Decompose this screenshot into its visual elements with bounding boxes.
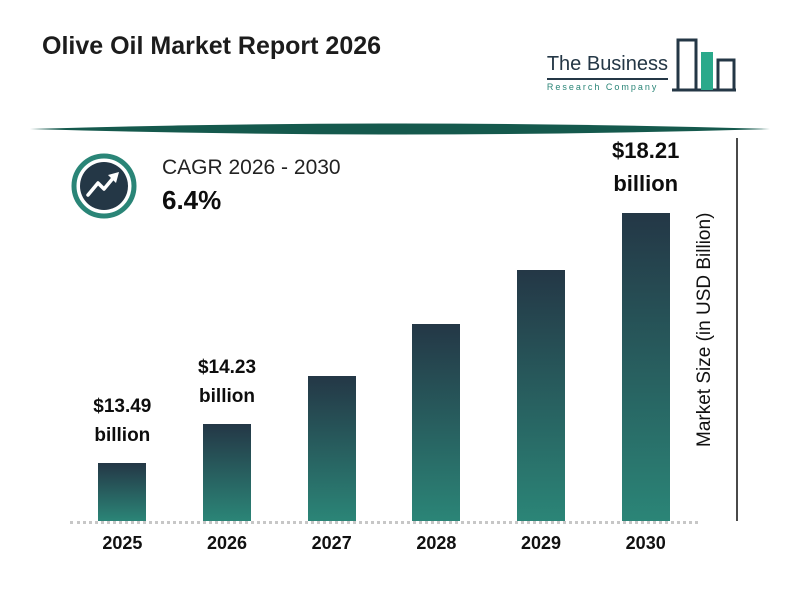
cagr-value: 6.4% xyxy=(162,185,222,215)
bar-column-2026: $14.23 billion xyxy=(175,133,280,521)
y-axis-line xyxy=(736,138,738,521)
divider xyxy=(30,123,770,135)
x-tick-2030: 2030 xyxy=(625,533,666,553)
bar-2027 xyxy=(307,376,356,521)
bar-chart-logo-icon xyxy=(672,38,736,92)
cagr-text: CAGR 2026 - 2030 6.4% xyxy=(162,156,341,216)
bar-column-2027 xyxy=(279,133,384,521)
logo-text-primary: The Business xyxy=(546,53,668,75)
bar-column-2030: $18.21 billion xyxy=(593,133,698,521)
bar-column-2028 xyxy=(384,133,489,521)
bar-value-label: $13.49 billion xyxy=(93,396,152,446)
page-title: Olive Oil Market Report 2026 xyxy=(42,32,382,60)
y-axis-label: Market Size (in USD Billion) xyxy=(694,212,715,447)
x-tick-2029: 2029 xyxy=(521,533,562,553)
bar-2030 xyxy=(621,213,670,521)
growth-trend-icon xyxy=(71,153,137,219)
x-tick-2026: 2026 xyxy=(206,533,248,553)
bar-2026 xyxy=(203,424,251,521)
company-logo: The Business Research Company xyxy=(546,34,750,98)
x-axis-ticks: 2025 2026 2027 2028 2029 2030 xyxy=(70,533,698,554)
x-tick-2028: 2028 xyxy=(416,533,457,553)
x-tick-2025: 2025 xyxy=(102,533,143,553)
bar-value-label: $18.21 billion xyxy=(612,138,680,196)
bar-column-2029 xyxy=(489,133,594,521)
bar-2029 xyxy=(517,270,566,521)
logo-text: The Business Research Company xyxy=(546,53,668,92)
logo-text-secondary: Research Company xyxy=(546,82,659,92)
x-tick-2027: 2027 xyxy=(311,533,352,553)
bar-2025 xyxy=(98,463,147,521)
bar-value-label: $14.23 billion xyxy=(197,357,257,407)
bar-column-2025: $13.49 billion xyxy=(70,133,175,521)
logo-underline xyxy=(546,78,668,80)
cagr-callout: CAGR 2026 - 2030 6.4% xyxy=(70,152,341,220)
bar-chart: $13.49 billion $14.23 billion $18.21 billion xyxy=(70,133,698,524)
cagr-label: CAGR 2026 - 2030 xyxy=(162,156,341,179)
bar-2028 xyxy=(412,324,461,521)
